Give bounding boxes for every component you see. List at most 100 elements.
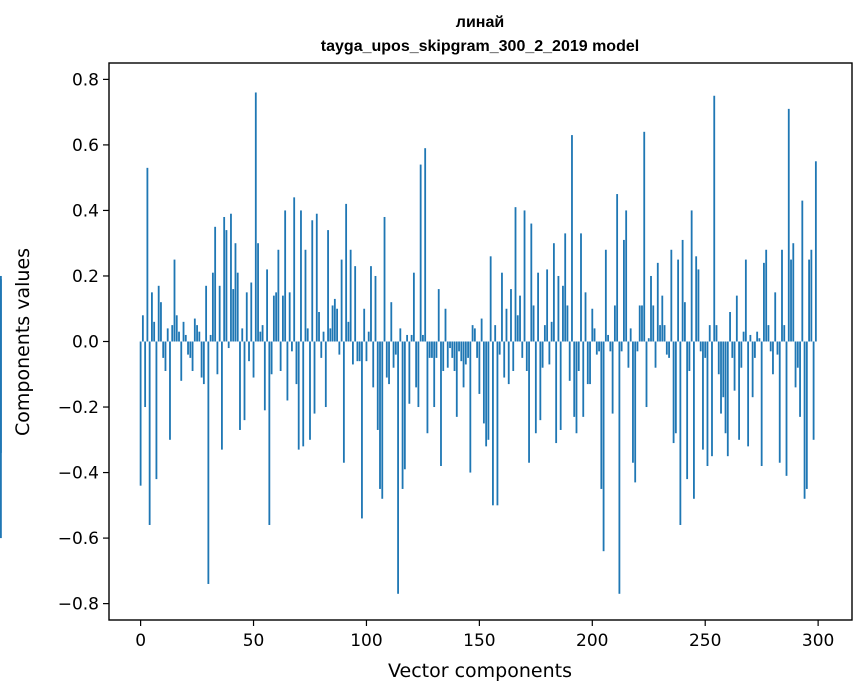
bar-155 (489, 256, 492, 342)
bar-70 (297, 341, 300, 450)
bar-51 (254, 92, 257, 342)
bar-248 (699, 341, 702, 352)
bar-175 (534, 341, 537, 434)
bar-174 (532, 305, 535, 342)
bar-214 (623, 239, 625, 342)
bar-243 (688, 341, 691, 371)
x-tick-label: 200 (576, 631, 608, 651)
y-tick-label: −0.4 (58, 464, 99, 484)
bars-group (0, 92, 817, 594)
bar-26 (198, 331, 201, 342)
bar-273 (756, 331, 759, 342)
bar-31 (209, 334, 212, 342)
bar-102 (370, 266, 372, 342)
bar-221 (638, 305, 641, 342)
bar-6 (153, 321, 156, 342)
bar-204 (600, 341, 603, 489)
y-tick-label: −0.8 (58, 595, 99, 615)
bar-168 (519, 295, 521, 342)
bar-191 (571, 135, 573, 342)
bar-218 (632, 341, 634, 463)
bar-270 (749, 334, 752, 342)
bar-123 (417, 341, 420, 408)
bar-202 (595, 341, 598, 355)
bar-121 (412, 272, 415, 342)
bar-1 (141, 315, 144, 342)
bar-42 (234, 243, 237, 342)
bar-83 (327, 230, 329, 342)
bar-225 (647, 338, 650, 342)
bar-288 (790, 259, 792, 342)
bar-207 (607, 334, 609, 342)
bar-240 (681, 239, 684, 342)
bar-249 (702, 341, 704, 450)
bar-151 (480, 318, 483, 342)
bar-297 (810, 249, 813, 342)
bar-49 (250, 282, 253, 342)
bar-167 (516, 315, 519, 342)
x-axis: 0 50 100 150 200 250 300 (135, 620, 834, 651)
bar-106 (379, 341, 381, 489)
bar-261 (729, 312, 731, 342)
bar-157 (494, 325, 497, 342)
bar-139 (453, 341, 456, 371)
bar-43 (236, 272, 239, 342)
bar-47 (245, 292, 248, 342)
bar-130 (433, 341, 436, 408)
bar-80 (320, 341, 323, 358)
bar-171 (525, 341, 528, 371)
bar-120 (410, 334, 413, 342)
chart-title: линай (456, 14, 504, 31)
bar-247 (697, 269, 700, 342)
bar-64 (284, 210, 287, 342)
bar-144 (464, 341, 467, 365)
bar-101 (367, 331, 370, 342)
bar-285 (783, 325, 786, 342)
bar-165 (512, 341, 515, 371)
bar-103 (372, 341, 375, 388)
bar-118 (406, 334, 409, 342)
bar-22 (189, 341, 192, 358)
bar-237 (674, 341, 677, 434)
bar-0 (139, 341, 142, 486)
bar-135 (444, 308, 447, 342)
bar-177 (539, 341, 542, 421)
bar-57 (268, 341, 271, 525)
bar-236 (672, 341, 675, 444)
bar-54 (261, 325, 264, 342)
bar-15 (173, 259, 176, 342)
bar-21 (187, 341, 189, 355)
bar-44 (239, 341, 241, 430)
bar-61 (277, 249, 280, 342)
bar-213 (620, 341, 623, 352)
bar-172 (528, 341, 530, 463)
bar-216 (627, 341, 630, 368)
bar-212 (618, 341, 621, 594)
bar-146 (469, 341, 472, 473)
bar-2 (144, 341, 147, 408)
bar-223 (643, 131, 646, 342)
bar-148 (473, 328, 476, 342)
bar-251 (706, 341, 709, 467)
bar-97 (358, 341, 361, 362)
bar-262 (731, 341, 734, 358)
bar-281 (774, 292, 777, 342)
bar-128 (428, 341, 431, 358)
bar-209 (611, 341, 614, 414)
bar-182 (550, 321, 553, 342)
bar-12 (166, 328, 169, 342)
bar-110 (388, 341, 390, 385)
bar-242 (686, 341, 689, 480)
bar-193 (575, 341, 578, 434)
bar-28 (202, 341, 205, 385)
bar-271 (751, 341, 754, 398)
bar-3 (146, 167, 149, 342)
x-tick-label: 150 (463, 631, 495, 651)
bar-85 (331, 305, 334, 342)
bar-295 (805, 341, 808, 489)
bar-91 (345, 203, 348, 342)
bar-87 (336, 308, 338, 342)
x-tick-label: 50 (243, 631, 265, 651)
bar-117 (403, 341, 406, 470)
bar-127 (426, 341, 429, 434)
